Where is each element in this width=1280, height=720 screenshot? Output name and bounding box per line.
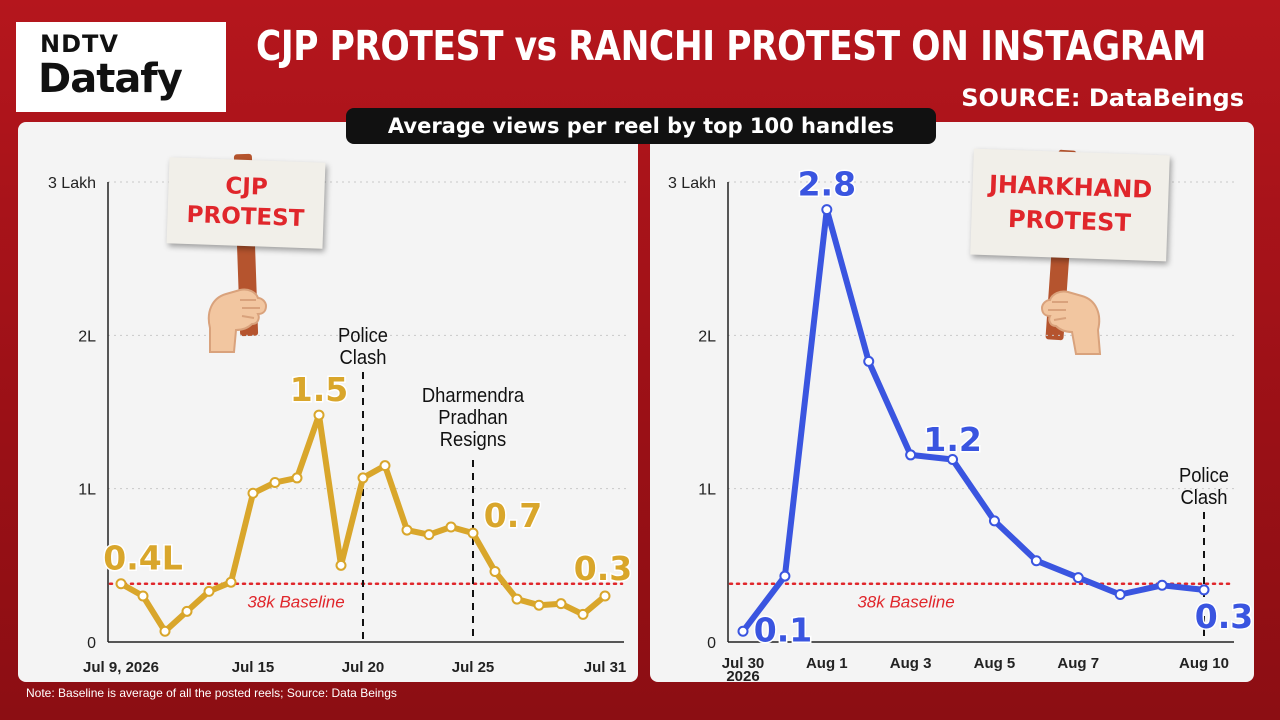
jharkhand-sign-board: JHARKHAND PROTEST	[970, 148, 1170, 262]
cjp-data-point	[269, 477, 281, 489]
cjp-data-point	[335, 559, 347, 571]
cjp-hand-icon	[207, 288, 268, 353]
cjp-data-point	[555, 598, 567, 610]
ndtv-datafy-logo: NDTV Datafy	[16, 22, 226, 112]
cjp-data-label: 0.3	[574, 549, 632, 588]
cjp-data-point	[247, 487, 259, 499]
cjp-data-point	[599, 590, 611, 602]
cjp-data-point	[203, 585, 215, 597]
jharkhand-data-label: 1.2	[923, 420, 981, 459]
cjp-data-point	[511, 593, 523, 605]
jharkhand-data-point	[1030, 555, 1042, 567]
cjp-y-tick-label: 2L	[78, 328, 96, 345]
jharkhand-baseline-label: 38k Baseline	[857, 593, 954, 612]
cjp-x-tick-label: Jul 25	[452, 659, 495, 676]
cjp-data-point	[357, 472, 369, 484]
cjp-data-point	[423, 529, 435, 541]
cjp-data-point	[489, 565, 501, 577]
jharkhand-data-point	[905, 449, 917, 461]
jharkhand-data-point	[988, 515, 1000, 527]
jharkhand-data-label: 0.3	[1195, 597, 1253, 636]
cjp-data-label: 0.4L	[103, 539, 183, 578]
cjp-data-point	[577, 608, 589, 620]
cjp-y-tick-label: 1L	[78, 482, 96, 499]
jharkhand-data-point	[1114, 588, 1126, 600]
jharkhand-data-label: 0.1	[754, 610, 812, 649]
logo-datafy-text: Datafy	[38, 56, 183, 102]
cjp-data-point	[291, 472, 303, 484]
jharkhand-hand-icon	[1040, 290, 1102, 355]
jharkhand-x-tick-label: Aug 10	[1179, 655, 1229, 672]
cjp-data-point	[467, 527, 479, 539]
cjp-x-tick-label: Jul 9, 2026	[83, 659, 159, 676]
cjp-event-label: Police Clash	[338, 325, 388, 369]
jharkhand-data-point	[1198, 584, 1210, 596]
cjp-y-tick-label: 3 Lakh	[48, 175, 96, 192]
jharkhand-data-point	[947, 454, 959, 466]
logo-ndtv-text: NDTV	[40, 30, 119, 58]
jharkhand-x-tick-label: Aug 1	[806, 655, 848, 672]
jharkhand-x-tick-label: Aug 7	[1057, 655, 1099, 672]
jharkhand-data-point	[1072, 572, 1084, 584]
jharkhand-data-point	[863, 355, 875, 367]
cjp-data-label: 1.5	[290, 370, 348, 409]
jharkhand-data-point	[779, 570, 791, 582]
jharkhand-y-tick-label: 1L	[698, 482, 716, 499]
cjp-data-point	[115, 578, 127, 590]
jharkhand-data-label: 2.8	[798, 165, 856, 204]
cjp-data-label: 0.7	[484, 496, 542, 535]
chart-subtitle: Average views per reel by top 100 handle…	[346, 108, 936, 144]
jharkhand-data-point	[737, 625, 749, 637]
page-title: CJP PROTEST vs RANCHI PROTEST ON INSTAGR…	[256, 22, 1206, 70]
cjp-data-point	[313, 409, 325, 421]
cjp-x-tick-label: Jul 15	[232, 659, 275, 676]
jharkhand-y-tick-label: 0	[707, 635, 716, 652]
cjp-baseline-label: 38k Baseline	[247, 593, 344, 612]
cjp-data-point	[445, 521, 457, 533]
cjp-data-point	[533, 599, 545, 611]
cjp-data-point	[181, 605, 193, 617]
jharkhand-x-tick-label: Jul 30 2026	[722, 655, 765, 685]
cjp-x-tick-label: Jul 20	[342, 659, 385, 676]
cjp-y-tick-label: 0	[87, 635, 96, 652]
jharkhand-event-label: Police Clash	[1179, 465, 1229, 509]
footer-note: Note: Baseline is average of all the pos…	[26, 686, 397, 700]
cjp-sign-board: CJP PROTEST	[166, 157, 326, 249]
jharkhand-series-line	[740, 206, 1207, 635]
jharkhand-y-tick-label: 3 Lakh	[668, 175, 716, 192]
cjp-data-point	[379, 460, 391, 472]
cjp-data-point	[137, 590, 149, 602]
cjp-data-point	[159, 625, 171, 637]
jharkhand-data-point	[1156, 579, 1168, 591]
cjp-x-tick-label: Jul 31	[584, 659, 627, 676]
cjp-data-point	[401, 524, 413, 536]
jharkhand-x-tick-label: Aug 3	[890, 655, 932, 672]
jharkhand-y-tick-label: 2L	[698, 328, 716, 345]
cjp-data-point	[225, 576, 237, 588]
cjp-event-label: Dharmendra Pradhan Resigns	[422, 385, 525, 451]
jharkhand-x-tick-label: Aug 5	[974, 655, 1016, 672]
source-label: SOURCE: DataBeings	[961, 84, 1244, 112]
jharkhand-data-point	[821, 204, 833, 216]
